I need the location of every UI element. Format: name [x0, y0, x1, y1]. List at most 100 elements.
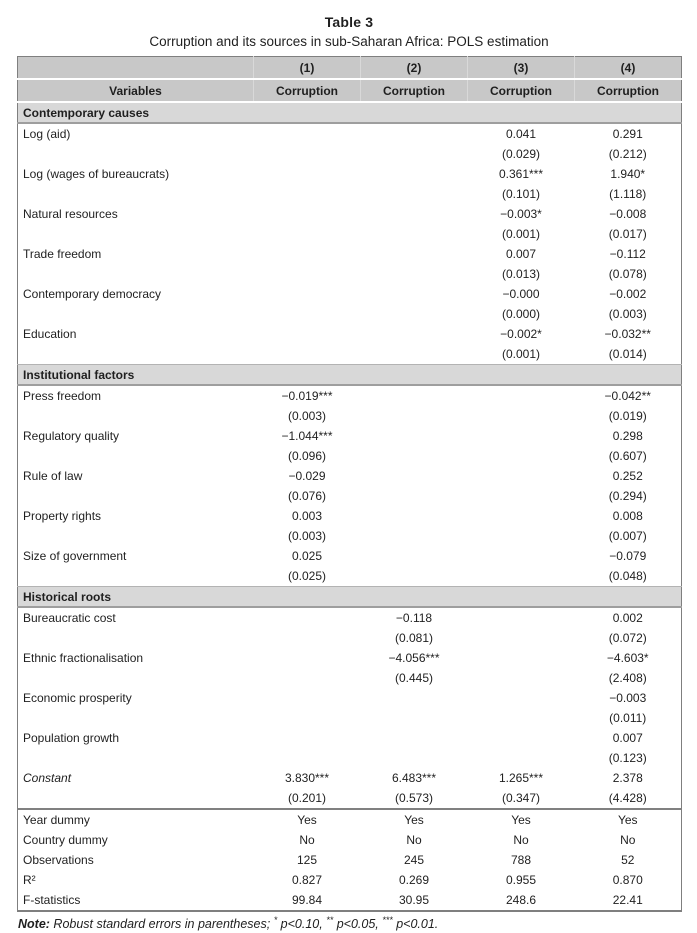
summary-value: 125	[296, 853, 318, 867]
se-row: (0.081) (0.072)	[18, 628, 682, 648]
regression-table: (1) (2) (3) (4) Variables Corruption Corruptio…	[17, 56, 682, 912]
estimate-cell: 0.298	[612, 429, 643, 443]
corner-cell	[17, 56, 254, 80]
section-row: Institutional factors	[17, 364, 682, 386]
variable-label: Ethnic fractionalisation	[23, 651, 144, 665]
estimate-cell: −0.019***	[281, 389, 333, 403]
estimate-cell	[468, 546, 575, 566]
summary-row: Observations 125 245 788 52	[18, 850, 682, 870]
significance-stars: **	[326, 914, 334, 925]
model-number-header: (4)	[574, 56, 682, 80]
estimate-cell: 3.830***	[284, 771, 330, 785]
summary-row: R² 0.827 0.269 0.955 0.870	[18, 870, 682, 890]
se-cell	[468, 446, 575, 466]
estimate-cell	[361, 546, 468, 566]
se-row: (0.096) (0.607)	[18, 446, 682, 466]
summary-value: 245	[403, 853, 425, 867]
estimate-row: Bureaucratic cost −0.118 0.002	[18, 607, 682, 628]
se-row: (0.201) (0.573) (0.347) (4.428)	[18, 788, 682, 809]
variable-label: Regulatory quality	[23, 429, 120, 443]
dep-var-header: Corruption	[360, 79, 468, 103]
se-cell	[361, 748, 468, 768]
variable-label-spacer	[18, 184, 254, 204]
variable-label: Log (wages of bureaucrats)	[23, 167, 170, 181]
summary-value: 0.955	[505, 873, 537, 887]
se-cell	[361, 526, 468, 546]
se-cell: (0.011)	[609, 711, 647, 725]
summary-row: Country dummy No No No No	[18, 830, 682, 850]
summary-value: 22.41	[612, 893, 643, 907]
se-cell: (0.003)	[608, 307, 647, 321]
estimate-cell	[254, 284, 361, 304]
summary-value: Yes	[467, 808, 575, 830]
se-cell	[361, 184, 468, 204]
estimate-cell	[361, 123, 468, 144]
variable-label-spacer	[18, 224, 254, 244]
variable-label: Constant	[23, 771, 72, 785]
estimate-row: Press freedom −0.019*** −0.042**	[18, 385, 682, 406]
summary-value: No	[620, 833, 636, 847]
se-cell	[254, 668, 361, 688]
estimate-cell: −0.029	[288, 469, 326, 483]
se-cell: (0.017)	[608, 227, 647, 241]
estimate-cell: 0.002	[612, 611, 643, 625]
estimate-cell	[254, 244, 361, 264]
se-cell	[468, 628, 575, 648]
se-cell: (0.072)	[608, 631, 647, 645]
estimate-cell	[361, 385, 468, 406]
estimate-row: Constant 3.830*** 6.483*** 1.265*** 2.378	[18, 768, 682, 788]
dep-var-row: Variables Corruption Corruption Corruption C…	[17, 79, 682, 103]
se-cell: (0.081)	[394, 631, 434, 645]
variable-label: Trade freedom	[23, 247, 102, 261]
summary-value: 52	[621, 853, 635, 867]
variable-label: Economic prosperity	[23, 691, 132, 705]
estimate-cell: −0.042**	[604, 389, 651, 403]
se-cell: (0.201)	[287, 791, 327, 805]
se-cell	[468, 526, 575, 546]
estimate-cell	[254, 204, 361, 224]
dep-var-header: Corruption	[574, 79, 682, 103]
variable-label: Population growth	[23, 731, 120, 745]
estimate-row: Economic prosperity −0.003	[18, 688, 682, 708]
se-row: (0.445) (2.408)	[18, 668, 682, 688]
variable-label: Education	[23, 327, 77, 341]
estimate-cell	[468, 688, 575, 708]
variable-label-spacer	[18, 788, 254, 809]
summary-value: 0.269	[398, 873, 430, 887]
estimate-row: Ethnic fractionalisation −4.056*** −4.603*	[18, 648, 682, 668]
estimate-cell: 0.025	[291, 549, 323, 563]
estimate-cell	[361, 426, 468, 446]
variable-label-spacer	[18, 526, 254, 546]
estimate-cell: 2.378	[612, 771, 643, 785]
se-cell: (0.001)	[501, 347, 541, 361]
variable-label-spacer	[18, 144, 254, 164]
se-cell: (2.408)	[608, 671, 647, 685]
estimate-cell: −0.002	[609, 287, 647, 301]
section-header: Institutional factors	[17, 364, 682, 386]
se-row: (0.025) (0.048)	[18, 566, 682, 587]
model-number-row: (1) (2) (3) (4)	[17, 56, 682, 80]
estimate-row: Property rights 0.003 0.008	[18, 506, 682, 526]
se-cell	[361, 566, 468, 587]
estimate-cell: 0.007	[505, 247, 537, 261]
variable-label-spacer	[18, 708, 254, 728]
summary-row: F-statistics 99.84 30.95 248.6 22.41	[18, 890, 682, 911]
se-cell: (0.014)	[608, 347, 647, 361]
se-cell: (0.573)	[394, 791, 434, 805]
se-row: (0.011)	[18, 708, 682, 728]
note-text: p<0.05,	[333, 917, 383, 931]
se-cell	[254, 304, 361, 324]
summary-value: 30.95	[398, 893, 430, 907]
dep-var-header: Corruption	[467, 79, 575, 103]
estimate-cell: −0.008	[609, 207, 647, 221]
se-cell	[361, 486, 468, 506]
estimate-row: Education −0.002* −0.032**	[18, 324, 682, 344]
estimate-cell	[254, 648, 361, 668]
se-row: (0.003) (0.007)	[18, 526, 682, 546]
estimate-cell	[254, 324, 361, 344]
estimate-cell	[361, 244, 468, 264]
estimate-row: Size of government 0.025 −0.079	[18, 546, 682, 566]
estimate-cell: −4.056***	[388, 651, 440, 665]
se-cell	[254, 344, 361, 365]
estimate-cell	[361, 164, 468, 184]
